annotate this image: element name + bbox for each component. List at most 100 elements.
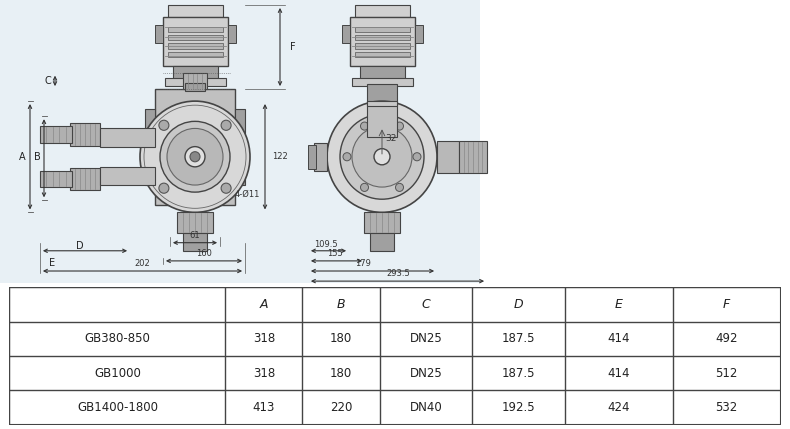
FancyBboxPatch shape (185, 83, 205, 91)
Text: 187.5: 187.5 (502, 367, 535, 380)
FancyBboxPatch shape (40, 127, 72, 142)
FancyBboxPatch shape (367, 101, 397, 106)
FancyBboxPatch shape (437, 141, 459, 173)
FancyBboxPatch shape (355, 5, 410, 17)
Text: D: D (76, 241, 84, 251)
Text: F: F (290, 42, 295, 51)
FancyBboxPatch shape (367, 84, 397, 102)
Text: E: E (49, 258, 55, 268)
Text: GB380-850: GB380-850 (85, 332, 150, 345)
FancyBboxPatch shape (360, 66, 405, 81)
FancyBboxPatch shape (70, 124, 100, 145)
Text: 220: 220 (330, 401, 352, 414)
Text: 4-Ø11: 4-Ø11 (235, 190, 261, 199)
FancyBboxPatch shape (352, 78, 413, 86)
Circle shape (185, 147, 205, 167)
Circle shape (360, 183, 368, 191)
FancyBboxPatch shape (168, 43, 223, 48)
Circle shape (190, 152, 200, 162)
FancyBboxPatch shape (165, 78, 226, 86)
Text: B: B (337, 298, 345, 311)
Text: 414: 414 (608, 332, 630, 345)
Circle shape (327, 101, 437, 212)
Text: E: E (615, 298, 623, 311)
Text: 424: 424 (608, 401, 630, 414)
FancyBboxPatch shape (155, 25, 163, 43)
Circle shape (396, 183, 404, 191)
Circle shape (340, 114, 424, 199)
Text: A: A (19, 152, 25, 162)
Text: 202: 202 (134, 259, 150, 268)
Text: DN25: DN25 (409, 332, 442, 345)
FancyBboxPatch shape (355, 51, 410, 57)
Text: 187.5: 187.5 (502, 332, 535, 345)
Circle shape (167, 128, 223, 185)
Text: 192.5: 192.5 (502, 401, 535, 414)
Text: 155: 155 (327, 249, 343, 258)
FancyBboxPatch shape (228, 25, 236, 43)
Circle shape (221, 183, 231, 193)
Text: DN25: DN25 (409, 367, 442, 380)
FancyBboxPatch shape (355, 43, 410, 48)
Text: C: C (44, 76, 51, 86)
FancyBboxPatch shape (168, 51, 223, 57)
FancyBboxPatch shape (415, 25, 423, 43)
Circle shape (374, 148, 390, 165)
Text: 532: 532 (716, 401, 738, 414)
FancyBboxPatch shape (355, 27, 410, 32)
Circle shape (352, 127, 412, 187)
FancyBboxPatch shape (168, 27, 223, 32)
FancyBboxPatch shape (40, 171, 72, 187)
FancyBboxPatch shape (9, 287, 781, 425)
FancyBboxPatch shape (177, 212, 213, 233)
Text: 512: 512 (716, 367, 738, 380)
FancyBboxPatch shape (308, 145, 316, 169)
FancyBboxPatch shape (145, 160, 155, 185)
FancyBboxPatch shape (183, 73, 207, 89)
Text: DN40: DN40 (409, 401, 442, 414)
FancyBboxPatch shape (355, 36, 410, 40)
FancyBboxPatch shape (370, 233, 394, 251)
Text: 293.5: 293.5 (386, 269, 410, 278)
Text: GB1000: GB1000 (94, 367, 141, 380)
FancyBboxPatch shape (235, 109, 245, 134)
Text: 318: 318 (253, 367, 275, 380)
FancyBboxPatch shape (168, 36, 223, 40)
FancyBboxPatch shape (70, 168, 100, 190)
FancyBboxPatch shape (168, 5, 223, 17)
Text: 179: 179 (355, 259, 371, 268)
Text: 492: 492 (715, 332, 738, 345)
FancyBboxPatch shape (173, 66, 218, 81)
Text: 160: 160 (196, 249, 212, 258)
FancyBboxPatch shape (145, 109, 155, 134)
Circle shape (159, 183, 169, 193)
FancyBboxPatch shape (364, 212, 400, 233)
Text: GB1400-1800: GB1400-1800 (77, 401, 158, 414)
Circle shape (160, 121, 230, 192)
FancyBboxPatch shape (367, 102, 397, 136)
FancyBboxPatch shape (100, 128, 155, 147)
Circle shape (221, 120, 231, 130)
Text: D: D (514, 298, 523, 311)
FancyBboxPatch shape (342, 25, 350, 43)
FancyBboxPatch shape (183, 233, 207, 251)
Text: 318: 318 (253, 332, 275, 345)
FancyBboxPatch shape (235, 160, 245, 185)
Text: 122: 122 (272, 152, 288, 161)
Circle shape (140, 101, 250, 212)
Circle shape (396, 122, 404, 130)
Text: F: F (723, 298, 730, 311)
Text: 180: 180 (330, 367, 352, 380)
FancyBboxPatch shape (314, 142, 327, 171)
Circle shape (413, 153, 421, 161)
FancyBboxPatch shape (163, 17, 228, 66)
Circle shape (343, 153, 351, 161)
Text: 180: 180 (330, 332, 352, 345)
FancyBboxPatch shape (155, 89, 235, 205)
Text: B: B (34, 152, 40, 162)
Circle shape (159, 120, 169, 130)
Circle shape (360, 122, 368, 130)
FancyBboxPatch shape (350, 17, 415, 66)
FancyBboxPatch shape (100, 167, 155, 185)
Text: 413: 413 (253, 401, 275, 414)
